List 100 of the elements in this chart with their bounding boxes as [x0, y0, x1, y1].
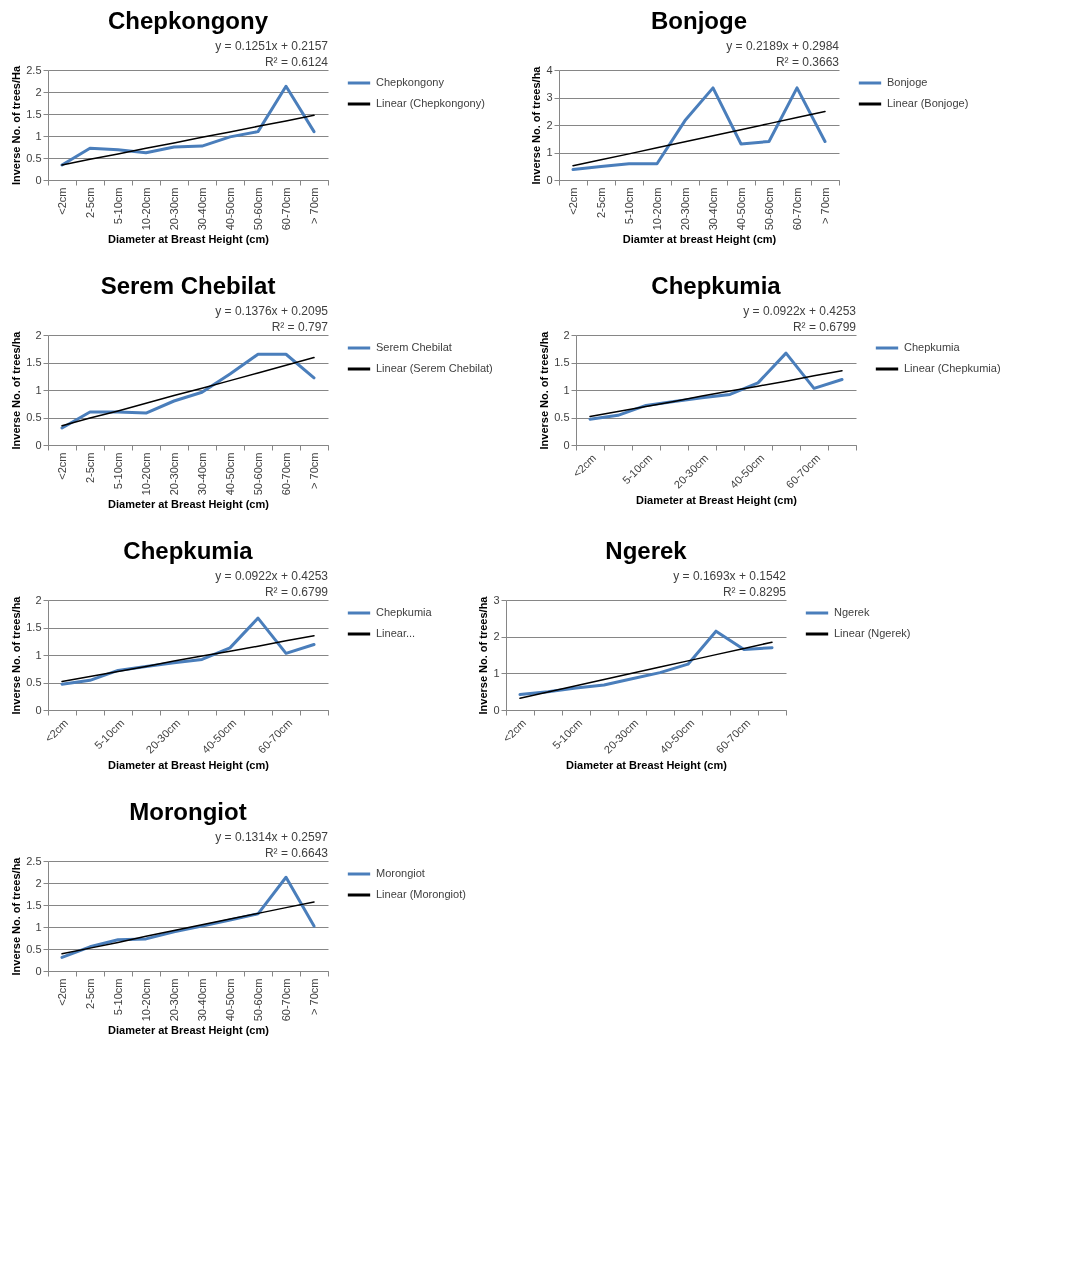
x-tick-label: 2-5cm — [83, 978, 96, 1010]
y-tick-label: 0 — [35, 703, 42, 716]
text: y = 0.1314x + 0.2597 — [215, 830, 329, 844]
y-tick-label: 0 — [35, 438, 42, 451]
y-tick-label: 0 — [546, 173, 553, 186]
legend-label: Linear (Serem Chebilat) — [376, 362, 493, 374]
text: R² = 0.8295 — [722, 585, 787, 599]
text: R² = 0.797 — [271, 320, 329, 334]
text: R² = 0.6643 — [264, 846, 329, 860]
line-series — [60, 84, 316, 167]
x-tick-label: 50-60cm — [251, 978, 264, 1022]
line-series — [61, 635, 315, 683]
text: R² = 0.6799 — [792, 320, 857, 334]
text: R² = 0.3663 — [775, 55, 840, 69]
y-tick-label: 4 — [546, 63, 553, 76]
x-tick-label: 40-50cm — [223, 187, 236, 231]
chart-title: Chepkumia — [123, 537, 254, 564]
y-tick-label: 1 — [493, 666, 500, 679]
y-tick-label: 1 — [563, 383, 570, 396]
x-tick-label: 5-10cm — [622, 187, 635, 225]
line-series — [61, 114, 315, 166]
y-tick-label: 2.5 — [26, 63, 42, 76]
x-tick-label: 40-50cm — [223, 978, 236, 1022]
x-tick-label: 60-70cm — [279, 187, 292, 231]
y-tick-label: 2 — [35, 876, 42, 889]
x-tick-label: 2-5cm — [83, 452, 96, 484]
x-tick-label: <2cm — [55, 978, 68, 1006]
x-tick-label: 30-40cm — [195, 978, 208, 1022]
y-tick-label: 2 — [35, 328, 42, 341]
y-tick-label: 3 — [493, 593, 500, 606]
x-tick-label: > 70cm — [307, 978, 320, 1015]
chart-title: Chepkongony — [108, 7, 269, 34]
x-tick-label: 2-5cm — [83, 187, 96, 219]
x-tick-label: 60-70cm — [790, 187, 803, 231]
y-tick-label: 0.5 — [26, 151, 42, 164]
legend-label: Bonjoge — [887, 76, 928, 88]
x-tick-label: <2cm — [566, 187, 579, 215]
x-tick-label: 60-70cm — [279, 452, 292, 496]
x-tick-label: 40-50cm — [734, 187, 747, 231]
x-tick-label: 20-30cm — [167, 978, 180, 1022]
legend-label: Linear (Bonjoge) — [887, 97, 969, 109]
chart-title: Ngerek — [605, 537, 688, 564]
legend-label: Ngerek — [834, 606, 870, 618]
x-axis-title: Diameter at Breast Height (cm) — [108, 498, 270, 511]
legend-label: Linear (Chepkongony) — [376, 97, 485, 109]
text: y = 0.2189x + 0.2984 — [726, 39, 840, 53]
line-series — [518, 629, 774, 697]
x-axis-title: Diameter at Breast Height (cm) — [108, 233, 270, 246]
x-tick-label: 30-40cm — [195, 187, 208, 231]
x-axis-title: Diameter at Breast Height (cm) — [566, 758, 728, 771]
chart-title: Chepkumia — [651, 272, 782, 299]
y-tick-label: 3 — [546, 91, 553, 103]
x-tick-label: > 70cm — [307, 452, 320, 489]
x-tick-label: <2cm — [55, 187, 68, 215]
legend-label: Linear (Chepkumia) — [904, 362, 1001, 374]
y-tick-label: 2 — [546, 118, 553, 131]
y-tick-label: 0 — [35, 173, 42, 186]
chart-title: Serem Chebilat — [100, 272, 276, 299]
y-tick-label: 0 — [35, 964, 42, 977]
x-tick-label: 5-10cm — [111, 187, 124, 225]
x-tick-label: 2-5cm — [594, 187, 607, 219]
x-tick-label: 40-50cm — [223, 452, 236, 496]
x-tick-label: <2cm — [55, 452, 68, 480]
y-axis-title: Inverse No. of trees/ha — [530, 65, 543, 185]
legend-label: Chepkongony — [376, 76, 445, 88]
x-tick-label: 10-20cm — [139, 187, 152, 231]
x-tick-label: 10-20cm — [139, 452, 152, 496]
y-axis-title: Inverse No. of trees/ha — [538, 330, 551, 450]
text: y = 0.1693x + 0.1542 — [673, 569, 787, 583]
y-tick-label: 2 — [493, 630, 500, 643]
text: y = 0.0922x + 0.4253 — [743, 304, 857, 318]
x-tick-label: 50-60cm — [251, 187, 264, 231]
y-tick-label: 1 — [35, 129, 42, 142]
y-tick-label: 0.5 — [26, 676, 42, 688]
line-series — [572, 110, 826, 167]
y-axis-title: Inverse No. of trees/ha — [10, 856, 23, 976]
legend-label: Morongiot — [376, 867, 425, 879]
line-series — [589, 370, 843, 418]
y-tick-label: 0 — [493, 703, 500, 716]
line-series — [519, 641, 773, 700]
y-tick-label: 1.5 — [554, 356, 570, 368]
y-tick-label: 0.5 — [26, 942, 42, 955]
legend-label: Linear... — [376, 627, 416, 639]
legend-label: Linear (Morongiot) — [376, 888, 466, 900]
x-tick-label: 20-30cm — [167, 452, 180, 496]
y-axis-title: Inverse No. of trees/ha — [477, 595, 490, 715]
x-tick-label: > 70cm — [307, 187, 320, 224]
y-tick-label: 2 — [563, 328, 570, 341]
y-tick-label: 0.5 — [554, 411, 570, 423]
x-tick-label: 10-20cm — [650, 187, 663, 231]
x-tick-label: 30-40cm — [195, 452, 208, 496]
line-series — [571, 86, 827, 172]
y-tick-label: 0.5 — [26, 411, 42, 423]
y-tick-label: 1.5 — [26, 107, 42, 120]
x-tick-label: 50-60cm — [251, 452, 264, 496]
line-series — [61, 901, 315, 955]
x-tick-label: 50-60cm — [762, 187, 775, 231]
text: y = 0.1376x + 0.2095 — [215, 304, 329, 318]
x-axis-title: Diamter at breast Height (cm) — [622, 233, 777, 246]
y-tick-label: 2 — [35, 593, 42, 606]
